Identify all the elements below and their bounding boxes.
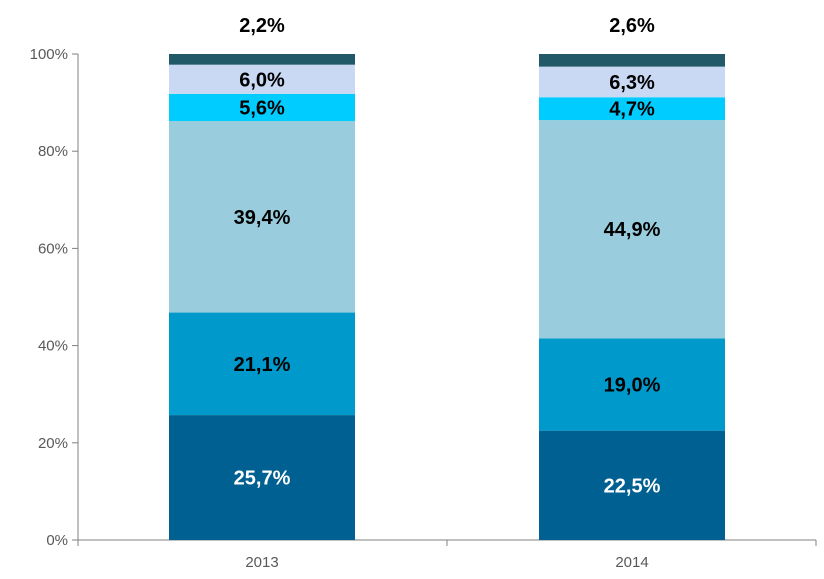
bar-segment xyxy=(539,338,725,431)
data-label: 4,7% xyxy=(609,99,655,121)
data-label: 44,9% xyxy=(604,219,661,241)
y-tick-label: 60% xyxy=(38,240,68,257)
bar-segment xyxy=(169,312,355,416)
y-axis: 0% 20% 40% 60% 80% 100% xyxy=(30,46,79,549)
x-tick-label: 2013 xyxy=(245,554,278,571)
y-tick-label: 40% xyxy=(38,338,68,355)
data-labels: 25,7% 21,1% 39,4% 5,6% 6,0% 2,2% 22,5% 19,0% 44,… xyxy=(234,15,661,497)
bar-segment xyxy=(169,415,355,540)
bar-segment xyxy=(169,64,355,94)
data-label: 6,3% xyxy=(609,72,655,94)
bar-segment xyxy=(539,430,725,540)
y-tick-label: 20% xyxy=(38,435,68,452)
bar-segment xyxy=(169,93,355,122)
y-tick-label: 0% xyxy=(46,532,68,549)
bars xyxy=(169,54,725,540)
y-tick-label: 80% xyxy=(38,143,68,160)
data-label: 21,1% xyxy=(234,354,291,376)
bar-segment xyxy=(539,120,725,339)
bar-segment xyxy=(539,97,725,121)
y-tick-label: 100% xyxy=(30,46,68,63)
x-axis: 2013 2014 xyxy=(77,539,817,571)
bar-segment xyxy=(539,66,725,98)
data-label: 2,2% xyxy=(239,15,285,37)
data-label: 19,0% xyxy=(604,374,661,396)
data-label: 39,4% xyxy=(234,207,291,229)
data-label: 2,6% xyxy=(609,15,655,37)
x-tick-label: 2014 xyxy=(615,554,648,571)
data-label: 5,6% xyxy=(239,97,285,119)
data-label: 25,7% xyxy=(234,468,291,490)
data-label: 22,5% xyxy=(604,475,661,497)
bar-segment xyxy=(169,121,355,313)
bar-segment xyxy=(539,54,725,67)
bar-segment xyxy=(169,54,355,65)
data-label: 6,0% xyxy=(239,69,285,91)
